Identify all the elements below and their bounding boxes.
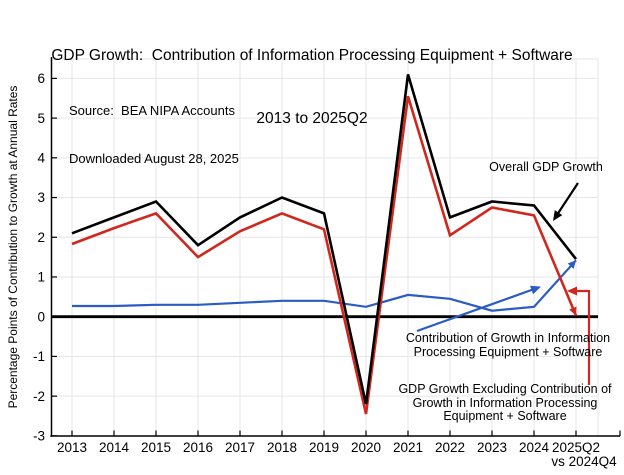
x-tick-label: 2015 bbox=[141, 440, 171, 455]
excluding-annotation-arrow-elbow bbox=[574, 289, 591, 385]
contribution-annotation-arrowhead bbox=[530, 285, 541, 295]
y-tick-label: 5 bbox=[37, 111, 45, 126]
x-tick-label: 2023 bbox=[477, 440, 507, 455]
annotation-gdp-excluding: GDP Growth Excluding Contribution of Gro… bbox=[398, 382, 612, 423]
x-tick-label: 2024 bbox=[519, 440, 550, 455]
x-tick-label: 2022 bbox=[435, 440, 465, 455]
overall-annotation-arrowhead bbox=[553, 210, 563, 221]
excluding-line-end-arrowhead bbox=[569, 306, 577, 316]
annotation-contribution: Contribution of Growth in Information Pr… bbox=[405, 331, 611, 359]
annotation-arrows bbox=[416, 182, 591, 385]
source-note: Source: BEA NIPA Accounts Downloaded Aug… bbox=[69, 71, 239, 199]
x-tick-label: 2020 bbox=[351, 440, 381, 455]
x-tick-label: 2025Q2 bbox=[552, 440, 600, 455]
x-tick-label: 2017 bbox=[225, 440, 255, 455]
y-tick-label: 1 bbox=[37, 270, 45, 285]
y-axis-label: Percentage Points of Contribution to Gro… bbox=[6, 85, 20, 409]
axes bbox=[50, 57, 620, 437]
y-tick-label: 6 bbox=[37, 71, 45, 86]
contribution-line-end-arrowhead bbox=[567, 260, 576, 269]
contribution-annotation-arrow-line bbox=[416, 287, 535, 333]
x-tick-label: 2013 bbox=[57, 440, 87, 455]
chart-title: GDP Growth: Contribution of Information … bbox=[0, 3, 624, 171]
chart-title-line2: 2013 to 2025Q2 bbox=[256, 110, 368, 127]
series-line-overall bbox=[71, 74, 578, 405]
series-line-excluding bbox=[71, 95, 578, 415]
x-tick-sublabel: vs 2024Q4 bbox=[551, 454, 617, 469]
y-tick-label: 3 bbox=[37, 190, 45, 205]
axis-ticks bbox=[51, 77, 621, 437]
chart-title-line1: GDP Growth: Contribution of Information … bbox=[51, 47, 573, 64]
overall-annotation-arrow-line bbox=[555, 182, 579, 217]
y-tick-label: 2 bbox=[37, 230, 45, 245]
y-tick-label: 4 bbox=[37, 151, 45, 166]
x-tick-label: 2014 bbox=[99, 440, 130, 455]
x-tick-label: 2016 bbox=[183, 440, 213, 455]
series-line-contribution bbox=[72, 259, 577, 312]
tick-labels: 6 5 4 3 2 1 0 -1 -2 -3 2013 2014 2015 2016 2017 2018 201… bbox=[33, 71, 617, 469]
source-note-line2: Downloaded August 28, 2025 bbox=[69, 151, 239, 166]
y-tick-label: -2 bbox=[33, 389, 45, 404]
y-tick-label: -3 bbox=[33, 429, 45, 444]
excluding-annotation-arrowhead bbox=[567, 286, 577, 296]
y-tick-label: -1 bbox=[33, 349, 45, 364]
source-note-line1: Source: BEA NIPA Accounts bbox=[69, 103, 235, 118]
annotation-overall-gdp-growth: Overall GDP Growth bbox=[489, 160, 603, 174]
y-tick-label: 0 bbox=[37, 309, 45, 324]
x-tick-label: 2018 bbox=[267, 440, 297, 455]
x-tick-label: 2021 bbox=[393, 440, 423, 455]
x-tick-label: 2019 bbox=[309, 440, 339, 455]
